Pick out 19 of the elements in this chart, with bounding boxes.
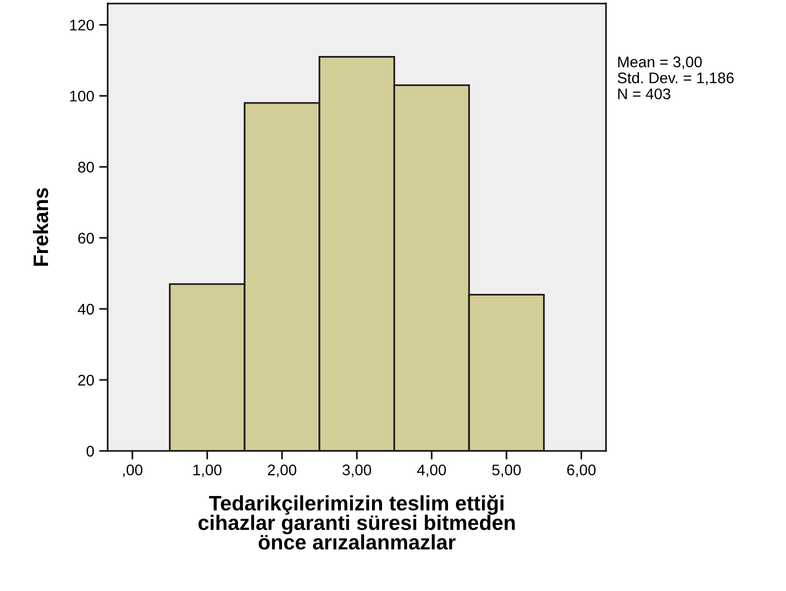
x-tick-label: 1,00 [193,464,222,478]
y-axis-title: Frekans [32,188,48,266]
y-tick-label: 0 [86,446,94,457]
x-tick-label: 5,00 [492,464,521,478]
y-tick-label: 80 [78,162,94,173]
y-tick-label: 20 [78,374,94,386]
x-tick-label: 2,00 [268,464,296,478]
y-tick-label: 40 [78,304,94,315]
text: Std. Dev. = 1,186 [618,72,734,86]
x-tick-label: 4,00 [417,464,446,478]
text: N = 403 [618,88,670,100]
x-tick-label: ,00 [123,464,142,478]
y-tick-label: 60 [78,232,94,244]
y-tick-label: 120 [70,20,94,31]
x-tick-label: 3,00 [342,464,372,478]
y-tick-label: 100 [70,90,94,102]
x-axis-title: Tedarikçilerimizin teslim ettiği cihazlar garanti süresi bitmeden önce arızalanmazlar [198,495,515,550]
x-tick-label: 6,00 [567,464,596,478]
text: Mean = 3,00 [618,56,702,70]
